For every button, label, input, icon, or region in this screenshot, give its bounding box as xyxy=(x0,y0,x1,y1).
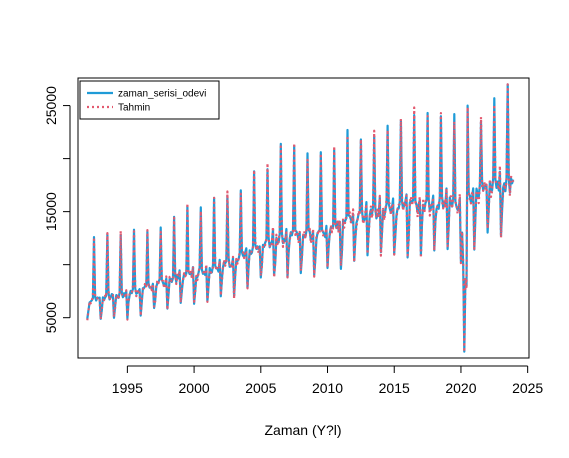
x-tick-label: 2015 xyxy=(379,380,410,396)
x-tick-label: 1995 xyxy=(112,380,143,396)
x-tick-label: 2000 xyxy=(179,380,210,396)
legend-label-observed: zaman_serisi_odevi xyxy=(118,89,206,100)
x-axis-title: Zaman (Y?l) xyxy=(264,422,341,438)
x-axis: 1995 2000 2005 2010 2015 2020 2025 xyxy=(112,365,543,396)
x-tick-label: 2005 xyxy=(245,380,276,396)
y-tick-label: 25000 xyxy=(43,86,59,125)
legend: zaman_serisi_odevi Tahmin xyxy=(79,80,220,120)
x-tick-label: 2020 xyxy=(445,380,476,396)
x-tick-label: 2010 xyxy=(312,380,343,396)
legend-label-forecast: Tahmin xyxy=(118,103,150,114)
legend-box xyxy=(79,80,220,120)
series-line-forecast xyxy=(86,83,515,353)
series-layer xyxy=(86,83,515,353)
y-axis: 5000 15000 25000 xyxy=(43,86,71,333)
x-tick-label: 2025 xyxy=(512,380,543,396)
plot-frame xyxy=(77,77,530,359)
y-tick-label: 15000 xyxy=(43,192,59,231)
y-tick-label: 5000 xyxy=(43,302,59,333)
